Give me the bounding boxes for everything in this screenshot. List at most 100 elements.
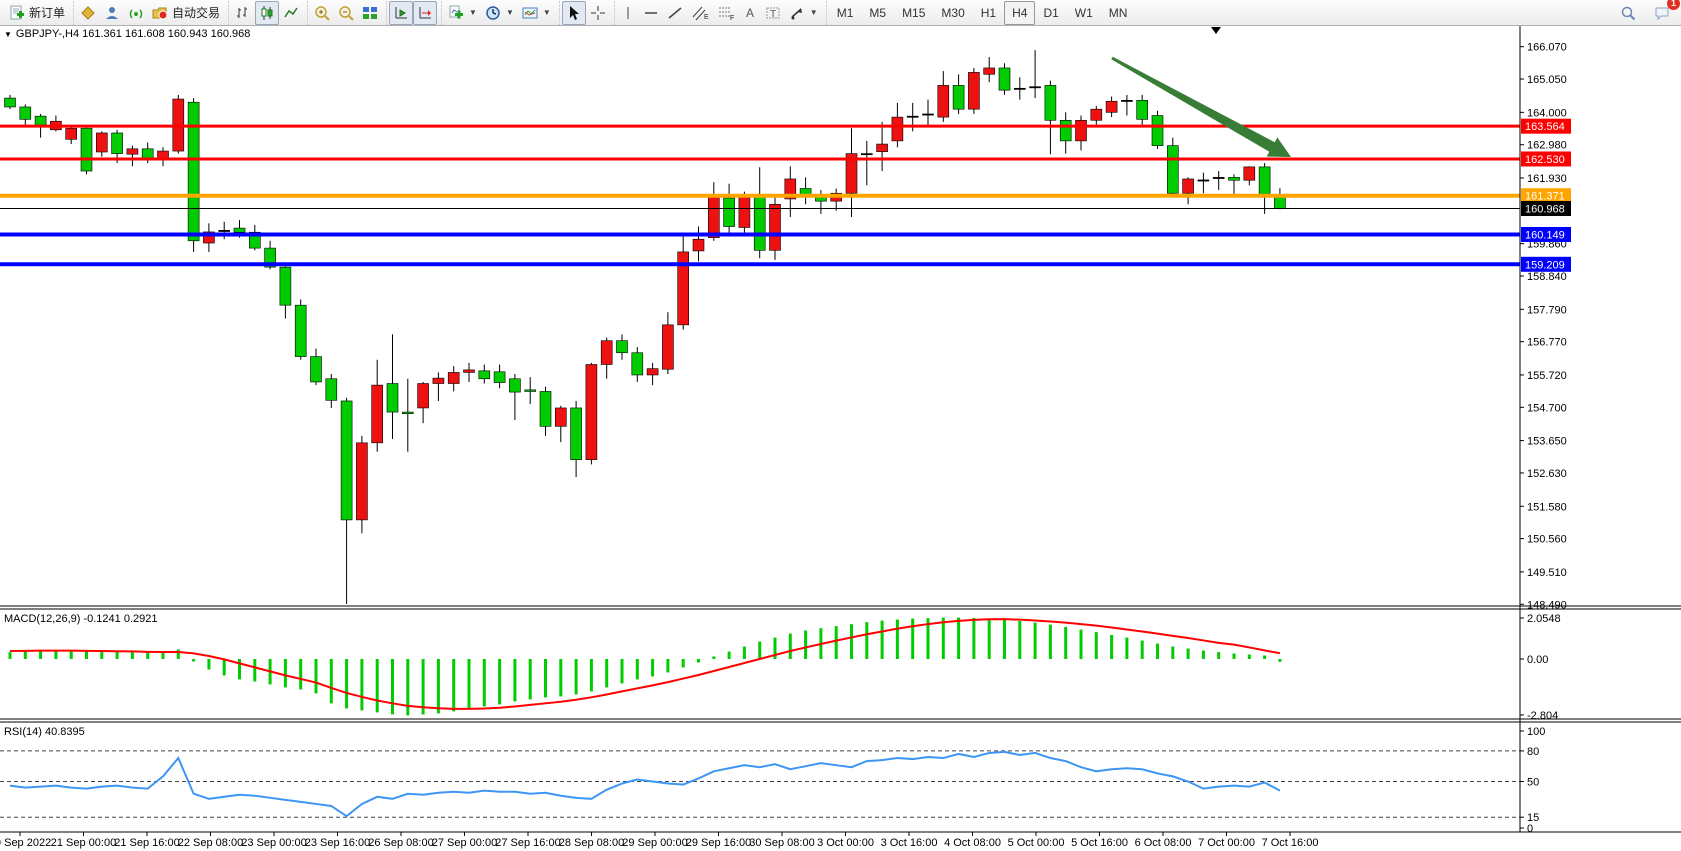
candle-body xyxy=(860,153,873,156)
trendline-button[interactable] xyxy=(663,1,687,25)
candle-body xyxy=(4,97,16,108)
crosshair-icon xyxy=(590,5,606,21)
auto-trading-button[interactable]: 自动交易 xyxy=(148,1,224,25)
time-axis-label: 30 Sep 08:00 xyxy=(749,837,814,849)
shift-marker-icon[interactable] xyxy=(1211,27,1221,34)
time-axis-label: 7 Oct 16:00 xyxy=(1262,837,1319,849)
scroll-group xyxy=(386,0,439,25)
price-axis-label: 148.490 xyxy=(1527,599,1567,611)
trend-arrow-annotation[interactable] xyxy=(1111,56,1291,158)
macd-axis-label: 0.00 xyxy=(1527,654,1548,666)
candle-body xyxy=(65,127,77,140)
toolbar-right: 1 xyxy=(1616,0,1680,25)
timeframe-mn-button[interactable]: MN xyxy=(1108,5,1128,20)
candle-body xyxy=(187,101,200,242)
time-axis-label: 5 Oct 16:00 xyxy=(1071,837,1128,849)
zoom-group xyxy=(307,0,384,25)
candle-body xyxy=(111,132,123,154)
candle-body xyxy=(554,407,567,427)
time-axis-label: 20 Sep 2022 xyxy=(0,837,51,849)
zoom-out-button[interactable] xyxy=(334,1,358,25)
search-button[interactable] xyxy=(1616,1,1640,25)
timeframe-m5-button[interactable]: M5 xyxy=(869,5,887,20)
chart-shift-icon xyxy=(417,5,433,21)
price-tag-159.209 xyxy=(1521,256,1571,272)
candle-body xyxy=(922,113,934,116)
price-axis-label: 164.000 xyxy=(1527,107,1567,119)
candle-body xyxy=(616,340,628,354)
rsi-axis-label: 80 xyxy=(1527,746,1539,758)
text-label-icon: T xyxy=(765,5,781,21)
macd-indicator-label: MACD(12,26,9) -0.1241 0.2921 xyxy=(4,613,158,625)
price-axis-label: 161.930 xyxy=(1527,173,1567,185)
candle-body xyxy=(891,116,904,142)
candle-body xyxy=(19,106,32,120)
templates-button[interactable]: ▼ xyxy=(518,1,555,25)
timeframe-h1-button[interactable]: H1 xyxy=(980,5,997,20)
text-label-button[interactable]: T xyxy=(761,1,785,25)
timeframe-group: M1 M5 M15 M30 H1 H4 D1 W1 MN xyxy=(825,0,1138,25)
candle-body xyxy=(447,372,460,384)
svg-text:T: T xyxy=(770,9,776,20)
candle-body xyxy=(952,85,965,110)
zoom-in-button[interactable] xyxy=(310,1,334,25)
price-axis-label: 154.700 xyxy=(1527,402,1567,414)
equidistant-channel-button[interactable]: E xyxy=(687,1,713,25)
svg-text:F: F xyxy=(730,15,734,21)
candle-body xyxy=(1212,177,1225,179)
vertical-line-icon xyxy=(621,5,635,21)
candle-body xyxy=(1243,166,1256,181)
chart-shift-button[interactable] xyxy=(413,0,438,25)
periods-button[interactable]: ▼ xyxy=(481,1,518,25)
timeframe-m30-button[interactable]: M30 xyxy=(941,5,965,20)
vertical-line-button[interactable] xyxy=(617,1,639,25)
timeframe-m15-button[interactable]: M15 xyxy=(902,5,926,20)
drawing-tools-group: E F A T ▼ xyxy=(613,0,824,25)
price-tag-162.530 xyxy=(1521,151,1571,167)
timeframe-m1-button[interactable]: M1 xyxy=(836,5,854,20)
price-axis-label: 152.630 xyxy=(1527,468,1567,480)
order-group: 新订单 xyxy=(3,1,71,25)
bar-chart-button[interactable] xyxy=(231,1,255,25)
fibonacci-button[interactable]: F xyxy=(713,1,739,25)
cursor-button[interactable] xyxy=(561,0,586,25)
tile-windows-button[interactable] xyxy=(358,1,382,25)
timeframe-w1-button[interactable]: W1 xyxy=(1074,5,1093,20)
timeframe-d1-button[interactable]: D1 xyxy=(1043,5,1059,20)
candle-body xyxy=(692,238,705,252)
price-tag-label: 160.968 xyxy=(1525,204,1565,216)
text-icon: A xyxy=(743,5,757,21)
candlestick-chart-button[interactable] xyxy=(255,0,280,25)
deposit-button[interactable] xyxy=(76,1,100,25)
symbol-dropdown-icon[interactable]: ▼ xyxy=(4,30,12,39)
candle-body xyxy=(294,304,307,357)
candle-body xyxy=(600,340,613,365)
candle-body xyxy=(279,266,292,306)
price-tag-160.149 xyxy=(1521,226,1571,242)
signals-button[interactable] xyxy=(124,1,148,25)
crosshair-button[interactable] xyxy=(586,1,610,25)
candle-body xyxy=(249,231,261,249)
template-icon xyxy=(522,5,538,21)
timeframe-h4-button[interactable]: H4 xyxy=(1004,0,1036,25)
price-axis-label: 150.560 xyxy=(1527,534,1567,546)
new-order-button[interactable]: 新订单 xyxy=(5,1,69,25)
tile-windows-icon xyxy=(362,5,378,21)
candle-body xyxy=(845,153,858,194)
line-chart-button[interactable] xyxy=(279,1,303,25)
toolbar: 新订单 自动交易 ▼ ▼ ▼ E xyxy=(0,0,1681,26)
horizontal-line-button[interactable] xyxy=(639,1,663,25)
auto-scroll-button[interactable] xyxy=(389,0,414,25)
arrows-tool-button[interactable]: ▼ xyxy=(785,1,822,25)
candle-body xyxy=(325,378,338,401)
candle-body xyxy=(1059,119,1072,142)
notifications-button[interactable]: 1 xyxy=(1650,0,1680,25)
indicators-button[interactable]: ▼ xyxy=(444,1,481,25)
candle-body xyxy=(998,67,1011,91)
text-button[interactable]: A xyxy=(739,1,761,25)
candle-body xyxy=(570,407,582,460)
community-button[interactable] xyxy=(100,1,124,25)
candle-body xyxy=(524,389,537,392)
arrows-tool-icon xyxy=(789,5,805,21)
